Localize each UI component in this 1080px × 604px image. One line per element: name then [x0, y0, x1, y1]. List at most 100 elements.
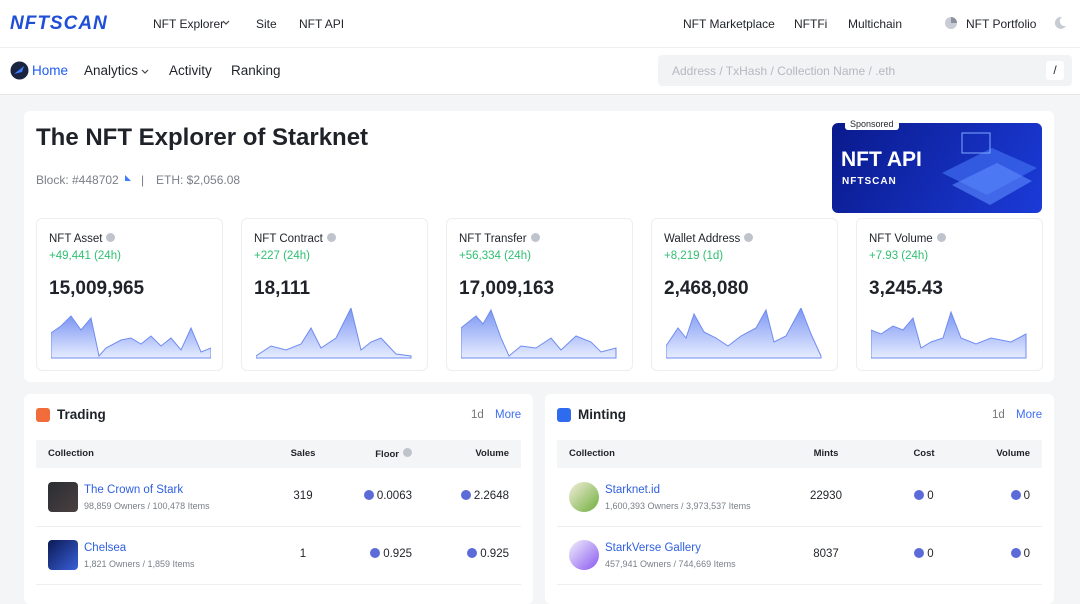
- sparkline: [871, 310, 1027, 359]
- ad-tag: Sponsored: [845, 118, 899, 130]
- coin-icon: [1010, 548, 1021, 558]
- coin-icon: [1010, 490, 1021, 500]
- nav-link[interactable]: NFTFi: [794, 17, 828, 31]
- cell-value: 319: [293, 490, 313, 502]
- stat-change: +49,441 (24h): [49, 250, 121, 262]
- stat-label: NFT Contract: [254, 233, 336, 245]
- coin-icon: [460, 490, 471, 500]
- home-icon: [10, 61, 29, 80]
- coin-icon: [363, 490, 374, 500]
- sub-nav-link[interactable]: Home: [32, 63, 69, 78]
- sub-nav-link[interactable]: Ranking: [231, 63, 281, 78]
- collection-details: 98,859 Owners / 100,478 Items: [84, 501, 210, 511]
- nav-link[interactable]: NFT Marketplace: [683, 17, 775, 31]
- coin-icon: [467, 548, 478, 558]
- collection-name[interactable]: Starknet.id: [605, 484, 660, 496]
- sub-nav-link[interactable]: Analytics: [84, 63, 139, 78]
- coin-icon: [914, 548, 925, 558]
- column-header: Collection: [569, 448, 615, 459]
- row-divider: [36, 526, 521, 527]
- stat-change: +7.93 (24h): [869, 250, 929, 262]
- coin-icon: [914, 490, 925, 500]
- stat-change: +56,334 (24h): [459, 250, 531, 262]
- table-cell: 1: [263, 548, 343, 560]
- cell-value: 0: [1023, 490, 1030, 502]
- stat-change: +227 (24h): [254, 250, 310, 262]
- table-cell: 0: [1010, 490, 1030, 502]
- top-bar: [0, 0, 1080, 48]
- table-card: [24, 394, 533, 604]
- column-header: Volume: [475, 448, 509, 459]
- collection-name[interactable]: StarkVerse Gallery: [605, 542, 701, 554]
- stat-card: [856, 218, 1043, 371]
- row-divider: [557, 584, 1042, 585]
- period-toggle[interactable]: 1d: [471, 409, 484, 421]
- collection-details: 1,600,393 Owners / 3,973,537 Items: [605, 501, 751, 511]
- nav-link[interactable]: Site: [256, 17, 277, 31]
- sub-nav-link[interactable]: Activity: [169, 63, 212, 78]
- nav-link[interactable]: NFT Explorer: [153, 17, 225, 31]
- ad-banner[interactable]: [832, 123, 1042, 213]
- table-cell: 0.925: [370, 548, 412, 560]
- collection-thumb: [48, 540, 78, 570]
- theme-toggle[interactable]: [1052, 15, 1068, 31]
- stat-card: [241, 218, 428, 371]
- sparkline: [666, 308, 822, 359]
- table-title: Minting: [578, 407, 626, 422]
- search-key: /: [1046, 61, 1064, 80]
- separator: |: [141, 173, 145, 187]
- cell-value: 0: [927, 548, 934, 560]
- sparkline: [461, 308, 617, 359]
- stat-value: 3,245.43: [869, 278, 943, 299]
- table-header: [36, 440, 521, 468]
- block-info: Block: #448702: [36, 173, 119, 187]
- collection-name[interactable]: The Crown of Stark: [84, 484, 184, 496]
- eth-price: ETH: $2,056.08: [156, 173, 241, 187]
- table-cell: 22930: [786, 490, 866, 502]
- table-cell: 319: [263, 490, 343, 502]
- table-title: Trading: [57, 407, 106, 422]
- hero-title: The NFT Explorer of Starknet: [36, 124, 369, 151]
- stat-label: NFT Asset: [49, 233, 116, 245]
- chevron: [222, 20, 230, 25]
- period-toggle[interactable]: 1d: [992, 409, 1005, 421]
- info-icon: [106, 233, 116, 242]
- cell-value: 0.925: [480, 548, 509, 560]
- nav-link[interactable]: NFT Portfolio: [966, 17, 1037, 31]
- info-icon: [530, 233, 540, 242]
- stat-label: NFT Transfer: [459, 233, 540, 245]
- table-cell: 0: [884, 548, 964, 560]
- row-divider: [36, 584, 521, 585]
- stat-change: +8,219 (1d): [664, 250, 724, 262]
- ad-brand: NFTSCAN: [842, 176, 897, 187]
- table-cell: 8037: [786, 548, 866, 560]
- column-header: Sales: [290, 448, 316, 459]
- logo[interactable]: NFTSCAN: [10, 13, 108, 34]
- more-link[interactable]: More: [1016, 409, 1043, 421]
- more-link[interactable]: More: [495, 409, 522, 421]
- info-icon: [936, 233, 946, 242]
- collection-thumb: [48, 482, 78, 512]
- chevron: [141, 69, 149, 74]
- stat-value: 15,009,965: [49, 278, 145, 299]
- nav-link[interactable]: NFT API: [299, 17, 345, 31]
- info-icon: [744, 233, 754, 242]
- table-header: [557, 440, 1042, 468]
- column-header: Cost: [913, 448, 935, 459]
- table-cell: 0.0063: [363, 490, 412, 502]
- cell-value: 0: [1023, 548, 1030, 560]
- stat-label: NFT Volume: [869, 233, 946, 245]
- table-cell: 0: [884, 490, 964, 502]
- collection-name[interactable]: Chelsea: [84, 542, 127, 554]
- row-divider: [557, 526, 1042, 527]
- search-box[interactable]: [658, 55, 1072, 86]
- coin-icon: [370, 548, 381, 558]
- nav-link[interactable]: Multichain: [848, 17, 903, 31]
- cell-value: 0: [927, 490, 934, 502]
- table-cell: 0.925: [467, 548, 509, 560]
- cell-value: 0.0063: [376, 490, 412, 502]
- collection-thumb: [569, 540, 599, 570]
- column-header: Volume: [996, 448, 1030, 459]
- collection-details: 457,941 Owners / 744,669 Items: [605, 559, 736, 569]
